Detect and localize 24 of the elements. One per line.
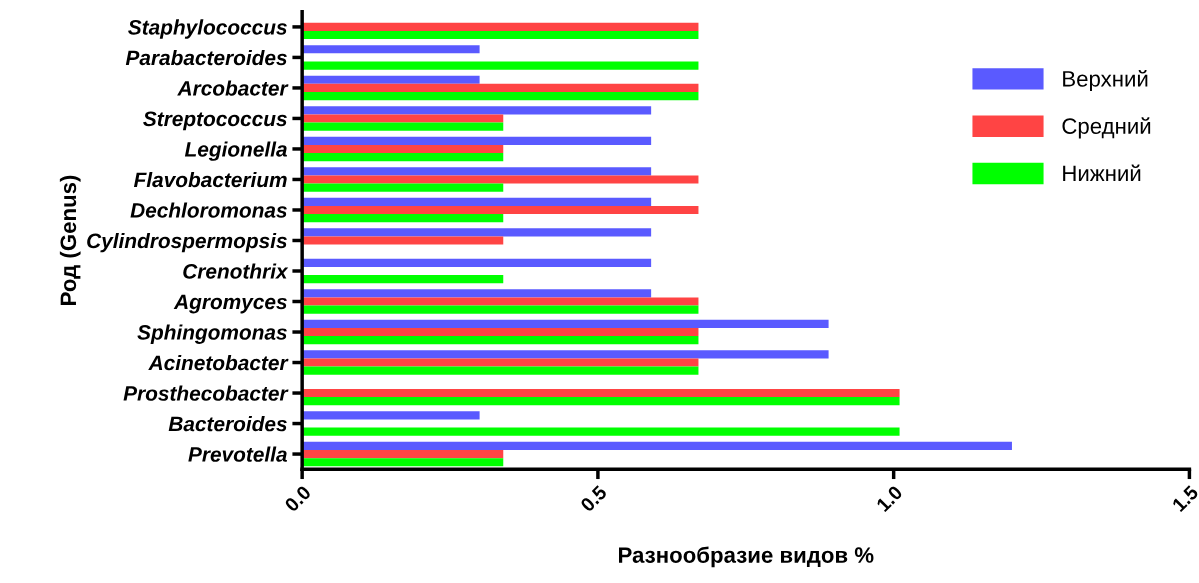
y-tick-label: Flavobacterium (133, 171, 287, 188)
y-tick-label: Agromyces (173, 294, 287, 314)
y-tick-label: Acinetobacter (148, 354, 289, 371)
y-axis-title: Род (Genus) (59, 175, 81, 305)
y-tick-label: Staphylococcus (128, 19, 287, 39)
y-tick-label: Prosthecobacter (123, 385, 289, 401)
x-axis-title: Разнообразие видов % (619, 546, 874, 568)
x-tick-label: 1.0 (875, 484, 904, 513)
y-tick-label: Cylindrospermopsis (87, 232, 287, 253)
legend-label: Средний (1062, 117, 1151, 139)
x-tick-label: 1.5 (1171, 484, 1199, 513)
y-tick-label: Sphingomonas (137, 324, 287, 344)
y-tick-label: Arcobacter (177, 80, 289, 96)
y-tick-label: Crenothrix (183, 263, 289, 279)
y-tick-label: Parabacteroides (125, 49, 287, 66)
legend-label: Верхний (1063, 70, 1148, 92)
y-tick-label: Dechloromonas (130, 202, 287, 218)
y-tick-label: Streptococcus (143, 111, 287, 131)
x-tick-label: 0.0 (283, 484, 312, 513)
y-tick-label: Legionella (184, 141, 287, 161)
y-tick-label: Prevotella (188, 446, 287, 462)
x-tick-label: 0.5 (579, 484, 608, 513)
y-tick-label: Bacteroides (168, 416, 287, 432)
legend-label: Нижний (1063, 164, 1141, 182)
